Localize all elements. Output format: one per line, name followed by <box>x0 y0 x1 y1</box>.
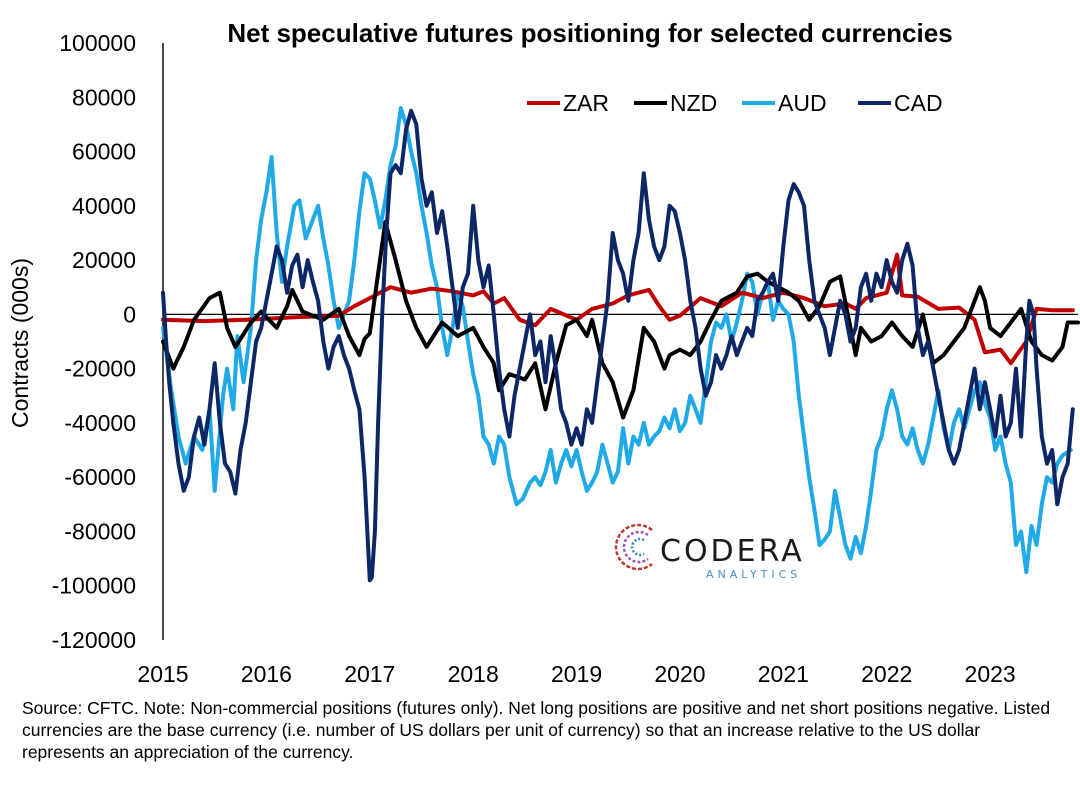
y-tick-label: -120000 <box>52 627 136 653</box>
series-group <box>163 108 1078 580</box>
legend-label-cad: CAD <box>894 90 943 116</box>
series-line-aud <box>163 108 1071 572</box>
y-tick-label: 60000 <box>72 139 136 165</box>
y-tick-label: 20000 <box>72 247 136 273</box>
chart-title: Net speculative futures positioning for … <box>227 18 952 48</box>
source-note: Source: CFTC. Note: Non-commercial posit… <box>22 697 1062 763</box>
x-tick-label: 2019 <box>551 661 602 687</box>
y-tick-label: -40000 <box>64 410 136 436</box>
legend-label-aud: AUD <box>778 90 827 116</box>
chart: Net speculative futures positioning for … <box>0 0 1080 695</box>
series-line-cad <box>163 111 1073 581</box>
y-axis-label: Contracts (000s) <box>7 258 33 428</box>
x-tick-label: 2015 <box>137 661 188 687</box>
x-tick-label: 2021 <box>758 661 809 687</box>
logo-tagline: ANALYTICS <box>706 568 801 581</box>
x-tick-label: 2016 <box>241 661 292 687</box>
x-tick-label: 2018 <box>448 661 499 687</box>
y-tick-label: -100000 <box>52 573 136 599</box>
x-tick-label: 2020 <box>654 661 705 687</box>
legend-label-nzd: NZD <box>670 90 717 116</box>
y-tick-label: -20000 <box>64 356 136 382</box>
legend: ZAR NZD AUD CAD <box>527 90 943 116</box>
x-tick-label: 2017 <box>344 661 395 687</box>
y-tick-label: -60000 <box>64 464 136 490</box>
y-tick-label: 40000 <box>72 193 136 219</box>
x-tick-label: 2023 <box>965 661 1016 687</box>
y-tick-label: 100000 <box>59 30 136 56</box>
y-tick-label: -80000 <box>64 518 136 544</box>
x-axis-ticks: 2015 2016 2017 2018 2019 2020 2021 2022 2023 <box>137 661 1015 687</box>
y-axis-ticks: 100000 80000 60000 40000 20000 0 -20000 -40000 -… <box>52 30 136 653</box>
series-line-nzd <box>163 222 1078 417</box>
x-tick-label: 2022 <box>861 661 912 687</box>
codera-logo: CODERA ANALYTICS <box>616 525 805 581</box>
y-tick-label: 0 <box>123 301 136 327</box>
logo-emblem <box>616 525 652 569</box>
logo-name: CODERA <box>660 534 805 569</box>
y-tick-label: 80000 <box>72 84 136 110</box>
legend-label-zar: ZAR <box>563 90 609 116</box>
